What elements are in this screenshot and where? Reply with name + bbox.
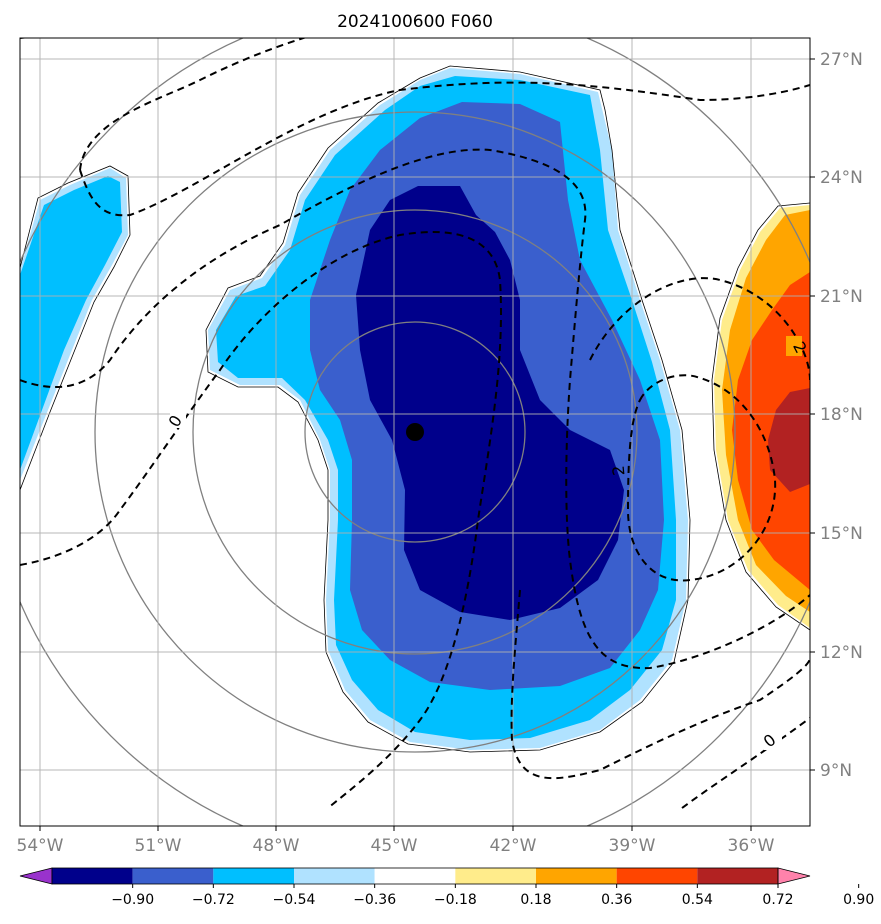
colorbar-extend-high xyxy=(777,867,811,885)
zero-outline-left xyxy=(20,165,131,491)
lon-label-51w: 51°W xyxy=(135,836,182,856)
lon-label-54w: 54°W xyxy=(17,836,64,856)
lat-label-12n: 12°N xyxy=(820,643,863,663)
contour-top-2 xyxy=(79,38,307,171)
colorbar-label: 0.18 xyxy=(520,892,551,908)
colorbar-swatch xyxy=(294,868,375,884)
colorbar-label: −0.72 xyxy=(192,892,235,908)
lon-label-45w: 45°W xyxy=(371,836,418,856)
colorbar-swatch xyxy=(52,868,133,884)
lat-label-24n: 24°N xyxy=(820,168,863,188)
colorbar-label: −0.36 xyxy=(353,892,396,908)
lat-label-18n: 18°N xyxy=(820,405,863,425)
contour-bottom-2 xyxy=(681,717,810,809)
lon-label-39w: 39°W xyxy=(609,836,656,856)
contour-label-2-center: 2 xyxy=(609,465,629,477)
colorbar-swatch xyxy=(132,868,214,884)
colorbar-extend-low xyxy=(19,867,53,885)
lat-label-15n: 15°N xyxy=(820,524,863,544)
colorbar-swatch xyxy=(697,868,778,884)
colorbar-swatch xyxy=(616,868,698,884)
latitude-axis: 27°N 24°N 21°N 18°N 15°N 12°N 9°N xyxy=(810,50,863,781)
range-rings xyxy=(20,38,810,826)
colorbar-label: −0.18 xyxy=(434,892,477,908)
anomaly-fill-darkblue xyxy=(356,186,624,620)
colorbar-swatch xyxy=(455,868,536,884)
plot-area: 0 2 2 0 xyxy=(20,38,810,826)
anomaly-fill-left-cyan xyxy=(20,176,122,470)
colorbar-label: 0.36 xyxy=(601,892,632,908)
lat-label-27n: 27°N xyxy=(820,50,863,70)
contour-top-3 xyxy=(79,81,810,217)
map-title: 2024100600 F060 xyxy=(337,12,493,32)
colorbar-label: −0.54 xyxy=(273,892,316,908)
lon-label-42w: 42°W xyxy=(490,836,537,856)
colorbar-label: 0.54 xyxy=(682,892,713,908)
zero-outline-main xyxy=(205,65,691,753)
contour-mid-2 xyxy=(20,231,502,809)
plot-frame xyxy=(19,37,811,827)
contour-labels: 0 2 2 0 xyxy=(165,336,810,751)
colorbar-swatch xyxy=(213,868,294,884)
zero-outline-right xyxy=(711,202,810,631)
colorbar-swatch xyxy=(374,868,456,884)
colorbar-label: 0.72 xyxy=(762,892,793,908)
contour-mid-1 xyxy=(20,148,810,670)
longitude-axis: 54°W 51°W 48°W 45°W 42°W 39°W 36°W xyxy=(17,826,775,856)
colorbar-label: −0.90 xyxy=(111,892,154,908)
lon-label-48w: 48°W xyxy=(253,836,300,856)
graticule xyxy=(20,38,810,826)
colorbar-frame xyxy=(51,867,779,885)
lat-label-21n: 21°N xyxy=(820,287,863,307)
colorbar-swatch xyxy=(536,868,617,884)
colorbar: −0.90 −0.72 −0.54 −0.36 −0.18 0.18 0.36 0.54 0.7… xyxy=(19,867,874,908)
lon-label-36w: 36°W xyxy=(728,836,775,856)
storm-center-marker xyxy=(406,423,424,441)
lat-label-9n: 9°N xyxy=(820,761,852,781)
colorbar-label: 0.90 xyxy=(843,892,874,908)
